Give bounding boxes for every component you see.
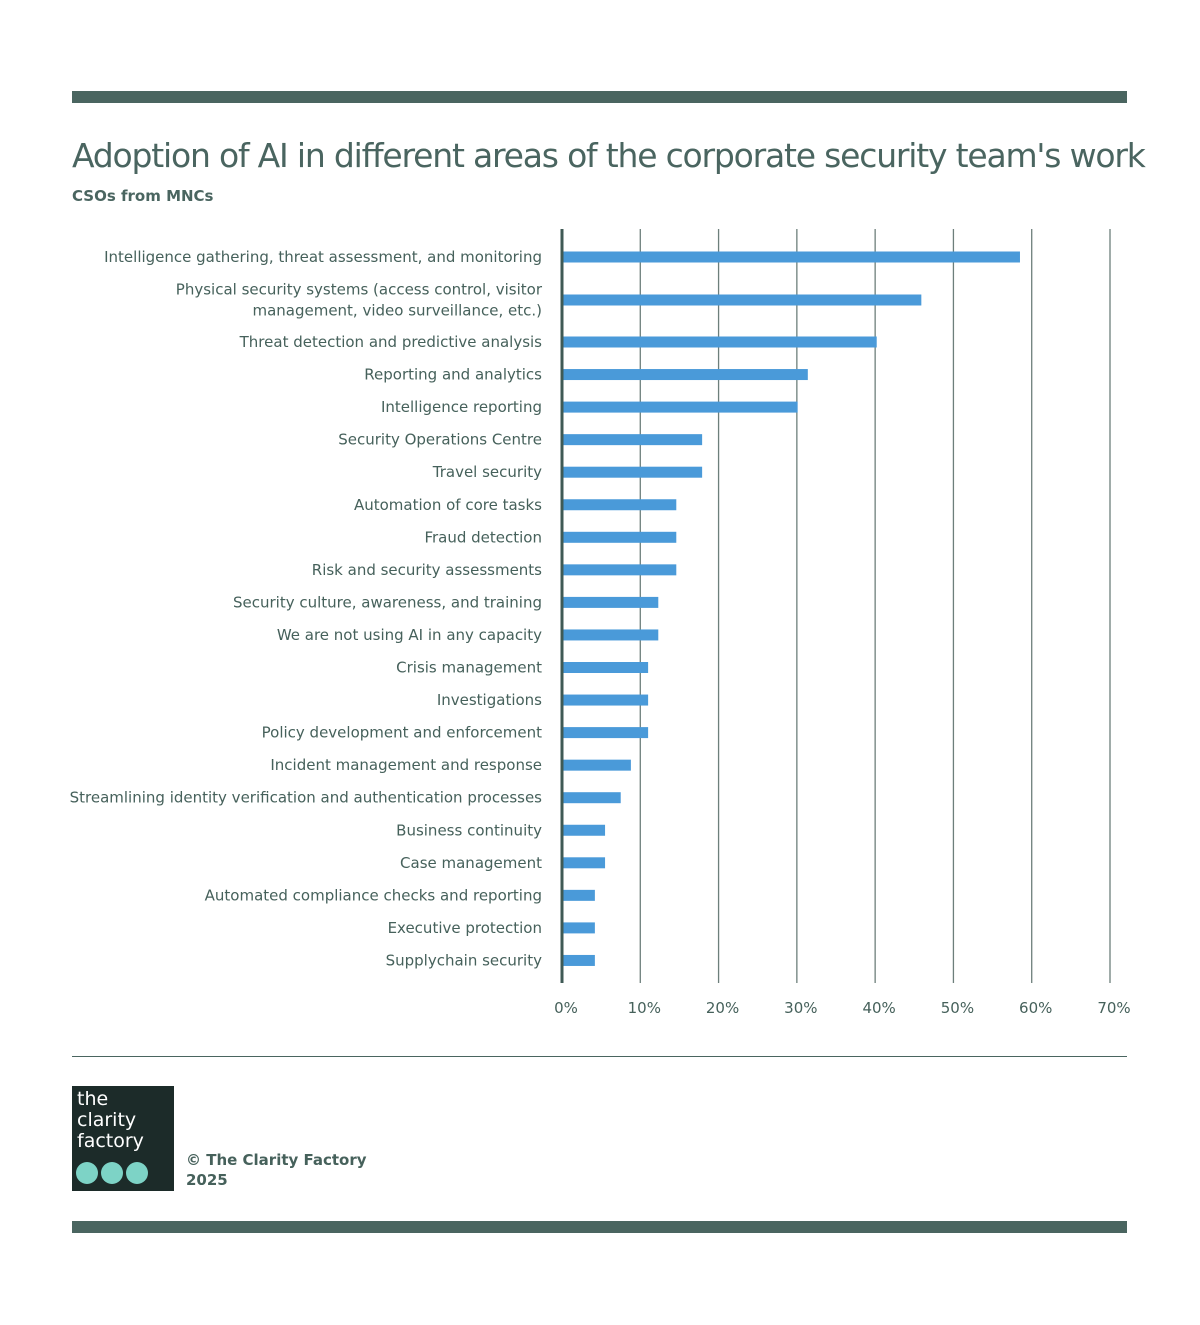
copyright-year: 2025 xyxy=(186,1171,228,1189)
logo-dots xyxy=(76,1162,148,1184)
category-label: Travel security xyxy=(432,463,542,481)
bar xyxy=(562,251,1020,263)
chart-title: Adoption of AI in different areas of the… xyxy=(72,136,1146,175)
clarity-factory-logo: the clarity factory xyxy=(72,1086,174,1191)
bar xyxy=(562,596,659,608)
tick-label: 50% xyxy=(941,999,974,1017)
bar xyxy=(562,857,606,869)
category-label: Incident management and response xyxy=(270,756,542,774)
bottom-rule xyxy=(72,1221,1127,1233)
bar xyxy=(562,336,877,348)
bar xyxy=(562,434,703,446)
category-label: management, video surveillance, etc.) xyxy=(252,302,542,320)
tick-label: 70% xyxy=(1097,999,1130,1017)
bar xyxy=(562,369,808,381)
category-label: Security culture, awareness, and trainin… xyxy=(233,593,542,611)
tick-label: 10% xyxy=(628,999,661,1017)
logo-text: the clarity factory xyxy=(77,1088,144,1152)
category-label: Intelligence reporting xyxy=(381,398,542,416)
category-label: Security Operations Centre xyxy=(338,431,542,449)
category-label: Automated compliance checks and reportin… xyxy=(205,886,542,904)
tick-label: 30% xyxy=(784,999,817,1017)
tick-label: 20% xyxy=(706,999,739,1017)
copyright: © The Clarity Factory 2025 xyxy=(186,1150,367,1190)
category-label: Policy development and enforcement xyxy=(262,724,542,742)
bar xyxy=(562,889,595,901)
top-rule xyxy=(72,91,1127,103)
chart-subtitle: CSOs from MNCs xyxy=(72,187,214,205)
category-label: Supplychain security xyxy=(386,951,543,969)
category-label: Investigations xyxy=(437,691,542,709)
bar xyxy=(562,294,922,306)
tick-label: 0% xyxy=(554,999,578,1017)
bar-chart: 0% 10% 20% 30% 40% 50% 60% 70% Intelligence gath… xyxy=(70,229,1131,1017)
category-label: Executive protection xyxy=(388,919,542,937)
tick-label: 40% xyxy=(862,999,895,1017)
category-label: Reporting and analytics xyxy=(364,366,542,384)
bar xyxy=(562,499,677,511)
category-label: Automation of core tasks xyxy=(354,496,542,514)
footer-divider xyxy=(72,1056,1127,1057)
bar xyxy=(562,792,621,804)
category-label: Case management xyxy=(400,854,542,872)
category-label: Threat detection and predictive analysis xyxy=(239,333,543,351)
bar xyxy=(562,531,677,543)
category-label: Risk and security assessments xyxy=(312,561,542,579)
category-label: We are not using AI in any capacity xyxy=(277,626,542,644)
bar xyxy=(562,727,649,739)
bar xyxy=(562,401,798,413)
bar xyxy=(562,954,595,966)
bar xyxy=(562,662,649,673)
category-label: Intelligence gathering, threat assessmen… xyxy=(104,248,542,266)
category-label: Streamlining identity verification and a… xyxy=(70,789,543,807)
category-label: Fraud detection xyxy=(424,528,542,546)
tick-label: 60% xyxy=(1019,999,1052,1017)
bar xyxy=(562,466,703,478)
bar xyxy=(562,824,606,836)
bar xyxy=(562,759,631,771)
bar xyxy=(562,564,677,576)
bar xyxy=(562,629,659,641)
category-label: Crisis management xyxy=(396,659,542,677)
category-label: Business continuity xyxy=(396,821,542,839)
copyright-text: © The Clarity Factory xyxy=(186,1151,367,1169)
bar xyxy=(562,922,595,934)
category-label: Physical security systems (access contro… xyxy=(176,281,543,299)
bar xyxy=(562,694,649,706)
